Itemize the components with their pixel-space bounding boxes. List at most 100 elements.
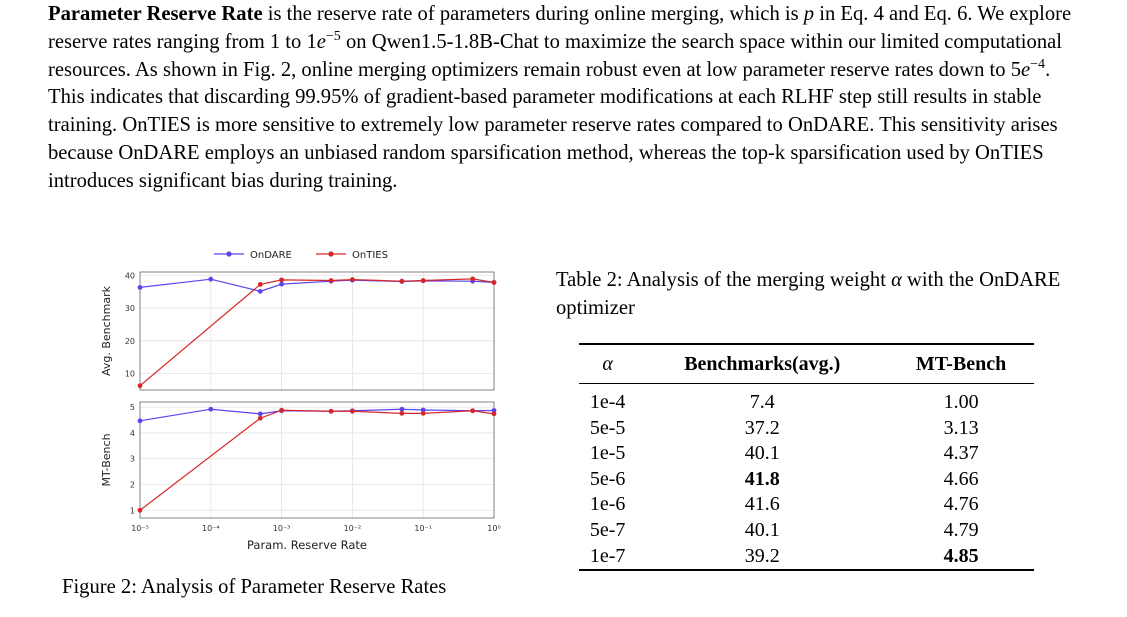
data-point-onties: [399, 410, 405, 416]
y-tick-label: 5: [130, 403, 135, 412]
figure-caption: Figure 2: Analysis of Parameter Reserve …: [62, 576, 447, 598]
cell-benchmarks: 39.2: [744, 544, 780, 567]
panel-frame: [139, 271, 495, 391]
data-point-onties: [491, 280, 497, 285]
legend-marker-ondare: [226, 251, 232, 257]
cell-mt-bench: 4.37: [943, 442, 979, 465]
data-point-ondare: [257, 411, 263, 417]
cell-alpha: 5e-7: [589, 518, 626, 541]
x-axis-label: Param. Reserve Rate: [247, 538, 367, 552]
cell-benchmarks: 40.1: [744, 518, 780, 541]
data-point-ondare: [491, 408, 497, 413]
data-point-onties: [420, 410, 426, 416]
table-caption-text: with the OnDARE optimizer: [556, 269, 1061, 319]
data-point-onties: [279, 277, 284, 283]
data-point-onties: [257, 415, 263, 421]
table-caption-alpha: α: [891, 269, 902, 291]
paragraph-var: p: [803, 3, 815, 25]
data-point-onties: [470, 408, 476, 414]
y-tick-label: 10: [125, 370, 135, 379]
paragraph-exponent: −5: [325, 28, 341, 44]
y-tick-label: 30: [125, 304, 135, 313]
paragraph-var: e: [1021, 58, 1031, 81]
legend-label-ondare: OnDARE: [250, 250, 292, 261]
reserve-rate-figure: OnDARE OnTIES 10 20 30 40 Avg. Benchmark 1 2 3 4 5 M…: [100, 250, 501, 552]
data-point-ondare: [137, 418, 143, 424]
y-tick-label: 40: [125, 271, 135, 280]
panel-frame: [139, 401, 495, 519]
table-header-row: α Benchmarks(avg.) MT-Bench: [579, 344, 1034, 384]
table-row: 1e-7 39.2 4.85: [579, 544, 1034, 571]
data-point-ondare: [208, 276, 214, 282]
data-point-onties: [328, 408, 334, 414]
data-point-ondare: [137, 285, 143, 290]
table-row: 1e-6 41.6 4.76: [579, 492, 1034, 518]
cell-mt-bench: 4.85: [943, 544, 979, 567]
table-caption-text: Table 2: Analysis of the merging weight: [556, 269, 892, 291]
y-tick-label: 20: [125, 337, 135, 346]
legend-label-onties: OnTIES: [352, 250, 388, 261]
body-paragraph: Parameter Reserve Rate is the reserve ra…: [48, 1, 1078, 196]
x-tick-label: 10⁻³: [273, 524, 291, 533]
cell-mt-bench: 4.66: [943, 467, 979, 490]
table-row: 1e-5 40.1 4.37: [579, 441, 1034, 467]
data-point-ondare: [399, 406, 405, 412]
data-point-ondare: [257, 288, 263, 294]
paragraph-var: e: [316, 30, 326, 53]
header-mt-bench: MT-Bench: [888, 344, 1034, 384]
paragraph-lead: Parameter Reserve Rate: [48, 3, 263, 25]
x-tick-label: 10⁻²: [344, 524, 362, 533]
legend-marker-onties: [328, 251, 334, 257]
paragraph-text: is the reserve rate of parameters during…: [262, 3, 804, 25]
table-row: 5e-5 37.2 3.13: [579, 416, 1034, 442]
cell-alpha: 1e-5: [589, 442, 626, 465]
cell-benchmarks: 40.1: [744, 442, 780, 465]
cell-benchmarks: 37.2: [744, 416, 780, 439]
series-line-onties: [139, 278, 495, 387]
paragraph-text: . This indicates that discarding 99.95% …: [48, 58, 1058, 192]
table-row: 5e-6 41.8 4.66: [579, 467, 1034, 493]
data-point-onties: [399, 278, 405, 284]
cell-mt-bench: 3.13: [943, 416, 979, 439]
cell-benchmarks: 41.8: [744, 467, 780, 490]
data-point-onties: [350, 277, 355, 282]
cell-mt-bench: 4.79: [943, 518, 979, 541]
cell-mt-bench: 4.76: [943, 493, 979, 516]
y-axis-label: Avg. Benchmark: [100, 285, 113, 376]
header-benchmarks: Benchmarks(avg.): [636, 344, 889, 384]
paragraph-text: on Qwen1.5-1.8B-Chat to maximize the sea…: [48, 30, 1062, 81]
header-alpha: α: [579, 344, 637, 384]
data-point-onties: [257, 282, 263, 287]
paragraph-text: in Eq. 4 and Eq. 6. We explore reserve r…: [48, 3, 1072, 53]
merging-weight-table: α Benchmarks(avg.) MT-Bench 1e-4 7.4 1.0…: [579, 343, 1034, 572]
data-point-ondare: [279, 281, 284, 287]
cell-alpha: 1e-6: [589, 493, 626, 516]
data-point-onties: [350, 408, 355, 414]
data-point-onties: [137, 507, 143, 513]
cell-mt-bench: 1.00: [943, 391, 979, 413]
table-caption: Table 2: Analysis of the merging weight …: [556, 266, 1076, 322]
series-line-onties: [139, 409, 495, 511]
data-point-onties: [420, 278, 426, 283]
y-tick-label: 3: [130, 455, 135, 464]
cell-benchmarks: 41.6: [744, 493, 780, 516]
y-tick-label: 1: [130, 506, 135, 515]
data-point-onties: [137, 383, 143, 389]
cell-alpha: 5e-6: [589, 467, 626, 490]
series-line-ondare: [139, 278, 495, 292]
table-row: 5e-7 40.1 4.79: [579, 518, 1034, 544]
x-tick-label: 10⁻¹: [414, 524, 432, 533]
y-tick-label: 4: [130, 429, 135, 438]
data-point-onties: [491, 411, 497, 417]
data-point-ondare: [208, 406, 214, 412]
cell-benchmarks: 7.4: [749, 391, 775, 413]
data-point-ondare: [420, 407, 426, 413]
x-tick-label: 10⁻⁴: [202, 524, 220, 533]
cell-alpha: 1e-4: [589, 391, 626, 413]
x-tick-label: 10⁻⁵: [131, 524, 149, 533]
x-tick-label: 10⁰: [487, 524, 500, 533]
paragraph-exponent: −4: [1030, 56, 1046, 72]
cell-alpha: 1e-7: [589, 544, 626, 567]
data-point-onties: [328, 278, 334, 283]
y-axis-label: MT-Bench: [100, 433, 113, 486]
